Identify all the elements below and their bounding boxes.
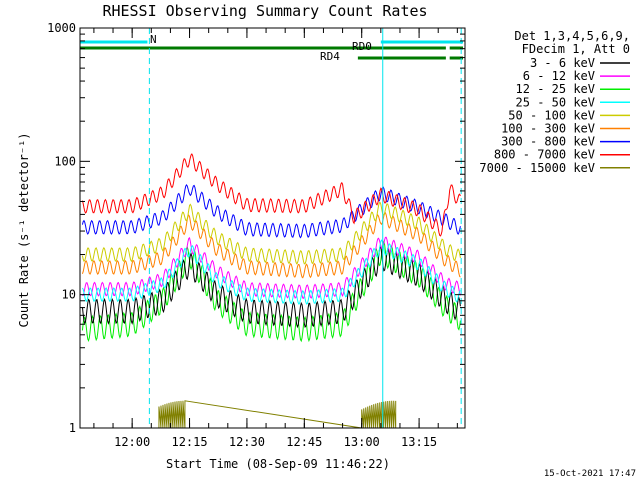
legend-label: 6 - 12 keV — [523, 69, 595, 83]
legend-label: 50 - 100 keV — [508, 108, 595, 122]
chart-title: RHESSI Observing Summary Count Rates — [102, 2, 427, 20]
series-layer — [81, 153, 461, 429]
flag-label-n: N — [150, 33, 157, 46]
series-line-8 — [158, 400, 397, 429]
y-tick-label: 1000 — [47, 21, 76, 35]
legend-label: 7000 - 15000 keV — [479, 161, 595, 175]
flag-label-rd4: RD4 — [320, 50, 340, 63]
plot-frame — [79, 27, 466, 429]
legend-label: 12 - 25 keV — [516, 82, 595, 96]
series-line-5 — [81, 212, 461, 279]
flag-label-rd0: RD0 — [352, 40, 372, 53]
legend: Det 1,3,4,5,6,9, FDecim 1, Att 0 3 - 6 k… — [479, 29, 630, 175]
x-axis-label: Start Time (08-Sep-09 11:46:22) — [166, 457, 390, 471]
axes: 1 10 100 1000 12:00 12:15 12:30 12:45 13:00 13:15 — [47, 21, 465, 449]
series-line-7 — [81, 153, 461, 237]
x-tick-label: 12:00 — [114, 435, 150, 449]
x-tick-label: 13:15 — [401, 435, 437, 449]
legend-header-line-1: Det 1,3,4,5,6,9, — [514, 29, 630, 43]
series-line-0 — [81, 245, 461, 329]
footer-date: 15-Oct-2021 17:47 — [544, 469, 636, 479]
x-tick-label: 12:30 — [229, 435, 265, 449]
flag-bars: N RD0 RD4 — [80, 33, 463, 63]
series-line-1 — [82, 236, 461, 299]
legend-label: 25 - 50 keV — [516, 95, 595, 109]
series-line-4 — [81, 201, 461, 265]
y-tick-label: 1 — [69, 421, 76, 435]
x-tick-label: 13:00 — [344, 435, 380, 449]
y-tick-label: 10 — [62, 288, 76, 302]
y-axis-label: Count Rate (s⁻¹ detector⁻¹) — [17, 132, 31, 327]
y-tick-label: 100 — [54, 154, 76, 168]
legend-label: 300 - 800 keV — [501, 135, 595, 149]
legend-label: 100 - 300 keV — [501, 122, 595, 136]
x-tick-label: 12:15 — [171, 435, 207, 449]
series-line-3 — [81, 239, 461, 305]
legend-label: 800 - 7000 keV — [494, 148, 595, 162]
legend-label: 3 - 6 keV — [530, 56, 595, 70]
x-tick-label: 12:45 — [286, 435, 322, 449]
time-markers — [148, 28, 462, 428]
legend-header-line-2: FDecim 1, Att 0 — [522, 42, 630, 56]
